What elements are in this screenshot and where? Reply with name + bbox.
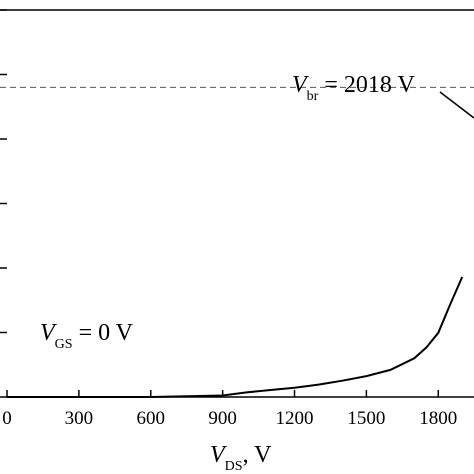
x-tick-label: 300 xyxy=(65,408,94,429)
vbr-subscript: br xyxy=(307,89,319,104)
vbr-text: = 2018 V xyxy=(318,72,415,98)
x-tick-label: 600 xyxy=(137,408,166,429)
x-axis-symbol: V xyxy=(210,442,227,468)
x-ticks: 0 300 600 900 1200 1500 1800 xyxy=(2,390,457,429)
vbr-annotation: Vbr = 2018 V xyxy=(292,72,415,104)
series-line xyxy=(7,276,464,398)
x-tick-label: 1800 xyxy=(419,408,457,429)
y-ticks xyxy=(0,9,7,334)
x-axis-unit: , V xyxy=(243,442,273,468)
vgs-subscript: GS xyxy=(55,337,73,352)
x-tick-label: 1500 xyxy=(347,408,385,429)
x-axis-label: VDS, V xyxy=(210,442,272,474)
vgs-annotation: VGS = 0 V xyxy=(40,320,134,352)
x-tick-label: 0 xyxy=(2,408,12,429)
vgs-symbol: V xyxy=(40,320,57,346)
x-tick-label: 900 xyxy=(208,408,237,429)
x-axis-subscript: DS xyxy=(225,459,243,474)
vbr-arrow xyxy=(439,91,474,119)
x-tick-label: 1200 xyxy=(276,408,314,429)
vbr-symbol: V xyxy=(292,72,309,98)
vgs-text: = 0 V xyxy=(73,320,134,346)
